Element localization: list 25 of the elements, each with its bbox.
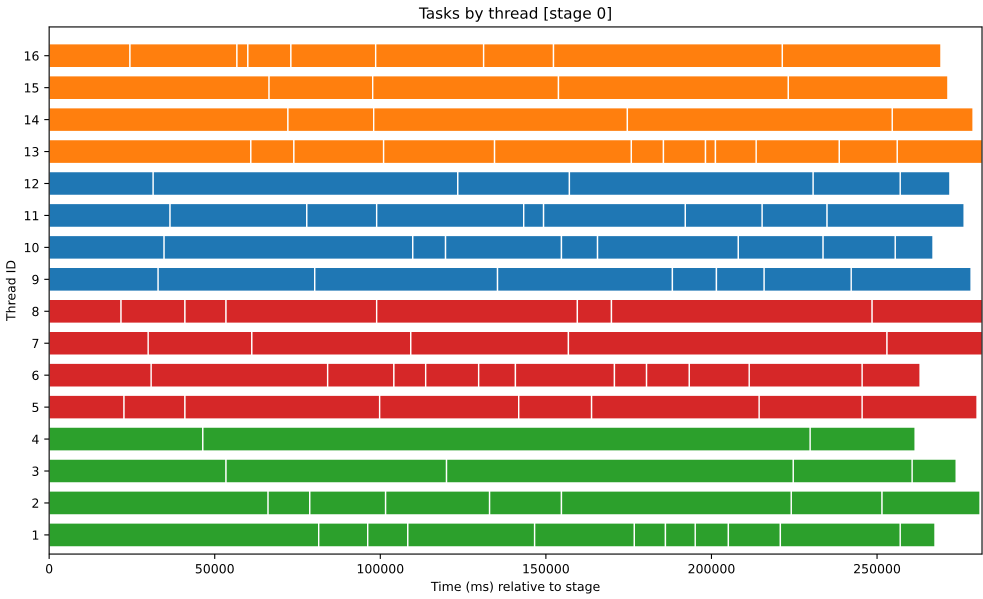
y-tick-label: 9 bbox=[32, 274, 39, 284]
chart-title: Tasks by thread [stage 0] bbox=[418, 7, 611, 22]
y-tick-label: 11 bbox=[24, 211, 38, 220]
x-tick-label: 150000 bbox=[523, 564, 569, 574]
y-tick-label: 12 bbox=[24, 178, 38, 188]
x-axis-title: Time (ms) relative to stage bbox=[430, 581, 600, 594]
y-tick-label: 3 bbox=[32, 466, 38, 476]
y-tick-label: 14 bbox=[24, 115, 39, 124]
x-tick-label: 0 bbox=[46, 564, 52, 574]
y-tick-label: 15 bbox=[24, 83, 38, 93]
y-tick-label: 1 bbox=[32, 530, 38, 540]
y-tick-label: 5 bbox=[32, 402, 38, 412]
y-tick-label: 13 bbox=[24, 147, 38, 156]
y-tick-label: 8 bbox=[32, 306, 39, 316]
y-tick-label: 6 bbox=[32, 370, 39, 380]
y-tick-label: 2 bbox=[32, 498, 38, 508]
x-tick-label: 50000 bbox=[196, 564, 234, 574]
y-tick-label: 4 bbox=[32, 434, 39, 444]
x-tick-label: 200000 bbox=[688, 564, 734, 574]
x-tick-label: 250000 bbox=[854, 564, 900, 574]
y-tick-label: 7 bbox=[32, 338, 38, 348]
y-axis-title: Thread ID bbox=[6, 260, 16, 322]
y-tick-label: 16 bbox=[24, 51, 39, 61]
x-tick-label: 100000 bbox=[358, 564, 404, 574]
y-tick-label: 10 bbox=[24, 242, 39, 252]
